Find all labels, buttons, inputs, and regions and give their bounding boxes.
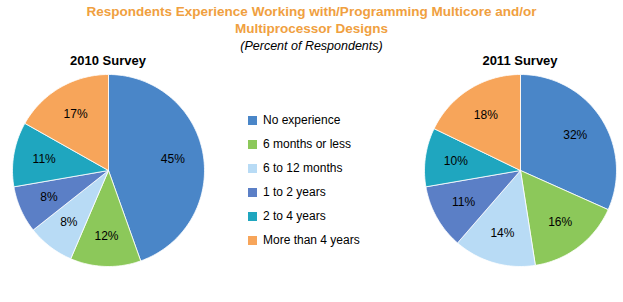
- html-text:2 to 4 years: 2 to 4 years: [263, 209, 326, 223]
- svg-text:11%: 11%: [33, 152, 56, 166]
- svg-text:8%: 8%: [60, 215, 78, 229]
- svg-text:14%: 14%: [490, 226, 514, 240]
- html-text:1 to 2 years: 1 to 2 years: [263, 185, 326, 199]
- svg-text:45%: 45%: [161, 152, 185, 166]
- html-text:2010 Survey: 2010 Survey: [70, 53, 146, 68]
- html-text:No experience: No experience: [263, 113, 341, 127]
- svg-text:16%: 16%: [548, 215, 572, 229]
- html-text:Respondents Experience Working: Respondents Experience Working with/Prog…: [86, 4, 537, 36]
- html-text:More than 4 years: More than 4 years: [263, 233, 360, 247]
- svg-text:11%: 11%: [452, 195, 475, 209]
- svg-text:32%: 32%: [563, 128, 587, 142]
- svg-text:8%: 8%: [40, 190, 58, 204]
- svg-text:17%: 17%: [64, 107, 88, 121]
- svg-text:18%: 18%: [474, 108, 498, 122]
- html-text:2011 Survey: 2011 Survey: [482, 53, 558, 68]
- html-text:6 months or less: 6 months or less: [263, 137, 351, 151]
- html-text:6 to 12 months: 6 to 12 months: [263, 161, 343, 175]
- svg-text:12%: 12%: [94, 229, 118, 243]
- svg-text:10%: 10%: [444, 154, 468, 168]
- html-text:(Percent of Respondents): (Percent of Respondents): [240, 39, 383, 53]
